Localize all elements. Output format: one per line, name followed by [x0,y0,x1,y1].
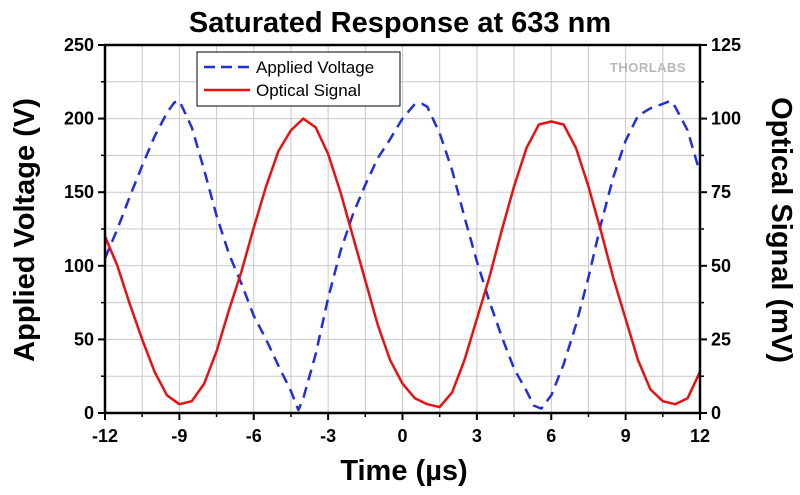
x-tick-label: -12 [92,426,118,446]
y-tick-label: 100 [64,256,94,276]
y2-tick-label: 0 [711,403,721,423]
x-tick-label: -3 [320,426,336,446]
x-tick-label: 12 [690,426,710,446]
legend: Applied Voltage Optical Signal [196,51,401,107]
y-axis-label-right: Optical Signal (mV) [765,97,797,363]
x-tick-label: 9 [621,426,631,446]
y2-tick-label: 125 [711,35,741,55]
y2-tick-label: 50 [711,256,731,276]
series-lines [103,99,702,412]
brand-watermark: THORLABS [610,60,686,75]
series-line-applied-voltage [103,99,702,412]
y2-tick-label: 75 [711,182,731,202]
axis-ticks: -12 -9 -6 -3 0 3 6 9 120501001502002500255075100… [64,35,741,446]
y-axis-label-left: Applied Voltage (V) [9,98,41,362]
x-tick-label: -6 [246,426,262,446]
x-axis-label: Time (µs) [340,455,467,487]
legend-box [196,51,401,107]
y2-tick-label: 25 [711,329,731,349]
legend-label-applied-voltage: Applied Voltage [256,58,374,77]
y-tick-label: 50 [74,329,94,349]
y-tick-label: 200 [64,109,94,129]
x-tick-label: 6 [546,426,556,446]
y-tick-label: 0 [84,403,94,423]
y-tick-label: 150 [64,182,94,202]
x-tick-label: 0 [397,426,407,446]
x-tick-label: 3 [472,426,482,446]
y-tick-label: 250 [64,35,94,55]
grid-lines [104,44,701,414]
chart-title: Saturated Response at 633 nm [189,7,611,39]
series-line-optical-signal [103,117,702,409]
x-tick-label: -9 [171,426,187,446]
legend-label-optical-signal: Optical Signal [256,81,361,100]
y2-tick-label: 100 [711,109,741,129]
